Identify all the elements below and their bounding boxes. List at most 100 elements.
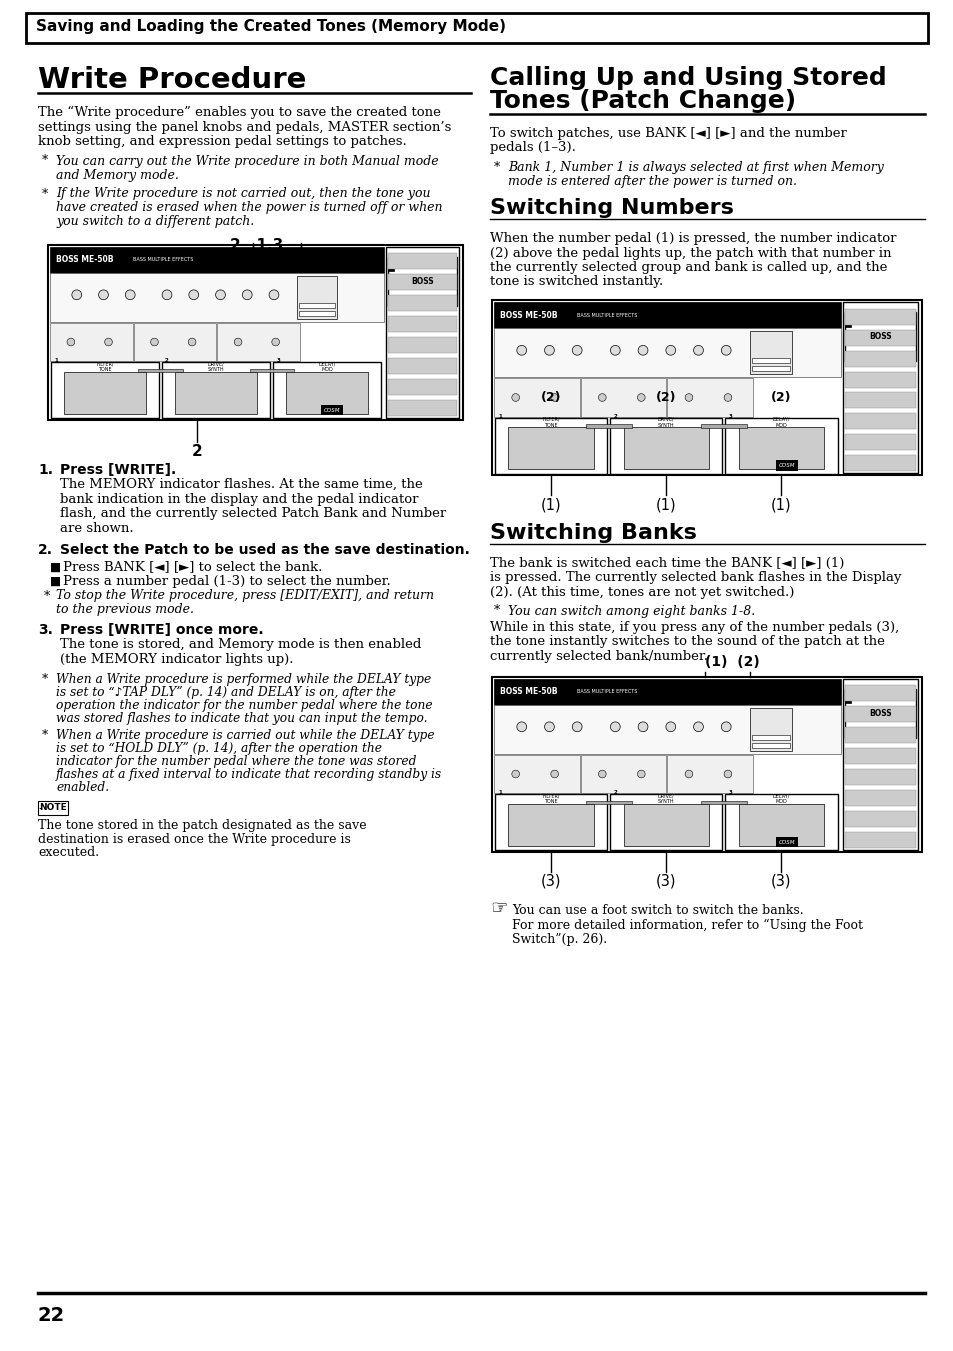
Text: you switch to a different patch.: you switch to a different patch. xyxy=(56,216,254,228)
Text: BOSS: BOSS xyxy=(411,277,434,286)
Circle shape xyxy=(572,346,581,355)
Bar xyxy=(492,677,921,851)
Text: the currently selected group and bank is called up, and the: the currently selected group and bank is… xyxy=(490,261,886,274)
Bar xyxy=(610,417,721,474)
Text: Tones (Patch Change): Tones (Patch Change) xyxy=(490,89,796,113)
Circle shape xyxy=(598,770,605,778)
Bar xyxy=(494,705,840,754)
Text: 1: 1 xyxy=(497,790,501,796)
Bar xyxy=(495,794,606,850)
Circle shape xyxy=(269,290,278,300)
Text: operation the indicator for the number pedal where the tone: operation the indicator for the number p… xyxy=(56,698,432,712)
Text: When a Write procedure is carried out while the DELAY type: When a Write procedure is carried out wh… xyxy=(56,730,435,742)
Text: ☞: ☞ xyxy=(490,898,507,917)
Text: 3.: 3. xyxy=(38,623,52,636)
Text: mode is entered after the power is turned on.: mode is entered after the power is turne… xyxy=(507,174,796,188)
Circle shape xyxy=(233,338,242,346)
Circle shape xyxy=(550,393,558,401)
Bar xyxy=(843,322,850,327)
Text: currently selected bank/number.: currently selected bank/number. xyxy=(490,650,707,663)
Text: DRIVE/
SYNTH: DRIVE/ SYNTH xyxy=(658,793,674,804)
Circle shape xyxy=(105,338,112,346)
Bar xyxy=(843,769,915,785)
Bar xyxy=(388,378,456,394)
Text: flashes at a fixed interval to indicate that recording standby is: flashes at a fixed interval to indicate … xyxy=(56,767,441,781)
Bar xyxy=(750,331,791,374)
Text: (the MEMORY indicator lights up).: (the MEMORY indicator lights up). xyxy=(60,653,294,666)
Circle shape xyxy=(638,346,647,355)
Circle shape xyxy=(637,393,644,401)
Bar xyxy=(843,811,915,827)
Bar xyxy=(64,372,146,413)
Text: COSM: COSM xyxy=(778,840,794,844)
Bar xyxy=(585,801,631,804)
Text: (2): (2) xyxy=(540,390,560,404)
Text: Press [WRITE] once more.: Press [WRITE] once more. xyxy=(60,623,263,636)
Bar xyxy=(724,417,837,474)
Text: are shown.: are shown. xyxy=(60,521,133,535)
Circle shape xyxy=(544,721,554,732)
Text: 22: 22 xyxy=(38,1306,65,1325)
Text: The MEMORY indicator flashes. At the same time, the: The MEMORY indicator flashes. At the sam… xyxy=(60,478,422,490)
Text: is set to “HOLD DLY” (p. 14), after the operation the: is set to “HOLD DLY” (p. 14), after the … xyxy=(56,742,381,755)
Text: To switch patches, use BANK [◄] [►] and the number: To switch patches, use BANK [◄] [►] and … xyxy=(490,127,846,141)
Text: Press a number pedal (1-3) to select the number.: Press a number pedal (1-3) to select the… xyxy=(63,576,391,588)
Circle shape xyxy=(67,338,74,346)
Text: COSM: COSM xyxy=(778,463,794,469)
Text: 2: 2 xyxy=(165,358,169,363)
Text: 2: 2 xyxy=(613,790,617,796)
Bar xyxy=(750,708,791,751)
Bar xyxy=(752,735,789,740)
Circle shape xyxy=(610,346,619,355)
Text: *: * xyxy=(42,188,49,200)
Text: 1.: 1. xyxy=(38,462,53,477)
Circle shape xyxy=(272,338,279,346)
Text: 2   1,3: 2 1,3 xyxy=(230,239,283,254)
Circle shape xyxy=(684,393,692,401)
Circle shape xyxy=(242,290,252,300)
Text: destination is erased once the Write procedure is: destination is erased once the Write pro… xyxy=(38,832,351,846)
Text: DELAY/
MOD: DELAY/ MOD xyxy=(318,361,335,372)
Bar xyxy=(841,678,917,850)
Text: FILTER/
TONE: FILTER/ TONE xyxy=(542,793,559,804)
Bar xyxy=(843,372,915,388)
Bar xyxy=(492,300,921,476)
Text: 3: 3 xyxy=(728,413,732,419)
Bar xyxy=(388,257,456,305)
Text: (1): (1) xyxy=(656,497,676,512)
Text: *: * xyxy=(494,604,499,617)
Bar xyxy=(843,727,915,743)
Text: ♪: ♪ xyxy=(38,804,43,811)
Text: *: * xyxy=(42,673,49,686)
Bar xyxy=(50,273,384,322)
Bar xyxy=(700,801,746,804)
Text: (3): (3) xyxy=(540,874,560,889)
Bar xyxy=(494,378,579,416)
Circle shape xyxy=(693,346,702,355)
Text: The bank is switched each time the BANK [◄] [►] (1): The bank is switched each time the BANK … xyxy=(490,557,843,570)
Bar xyxy=(388,254,456,269)
Text: You can use a foot switch to switch the banks.: You can use a foot switch to switch the … xyxy=(512,905,802,917)
Bar xyxy=(50,246,384,273)
Circle shape xyxy=(189,290,198,300)
Circle shape xyxy=(517,721,526,732)
Bar xyxy=(580,378,665,416)
Bar xyxy=(843,832,915,847)
Text: the tone instantly switches to the sound of the patch at the: the tone instantly switches to the sound… xyxy=(490,635,884,648)
Text: and Memory mode.: and Memory mode. xyxy=(56,169,179,181)
Circle shape xyxy=(125,290,135,300)
Text: When a Write procedure is performed while the DELAY type: When a Write procedure is performed whil… xyxy=(56,673,431,686)
Circle shape xyxy=(720,721,730,732)
Text: BOSS: BOSS xyxy=(868,709,891,717)
Bar xyxy=(388,336,456,353)
Bar xyxy=(494,755,579,793)
Text: Switching Banks: Switching Banks xyxy=(490,523,696,543)
Bar xyxy=(843,312,915,361)
Text: BASS MULTIPLE EFFECTS: BASS MULTIPLE EFFECTS xyxy=(132,257,193,262)
Text: NOTE: NOTE xyxy=(39,804,67,812)
Text: indicator for the number pedal where the tone was stored: indicator for the number pedal where the… xyxy=(56,755,416,767)
Text: Saving and Loading the Created Tones (Memory Mode): Saving and Loading the Created Tones (Me… xyxy=(36,19,505,35)
Text: *: * xyxy=(44,589,51,603)
Text: BASS MULTIPLE EFFECTS: BASS MULTIPLE EFFECTS xyxy=(577,689,637,694)
Text: 2.: 2. xyxy=(38,543,53,557)
